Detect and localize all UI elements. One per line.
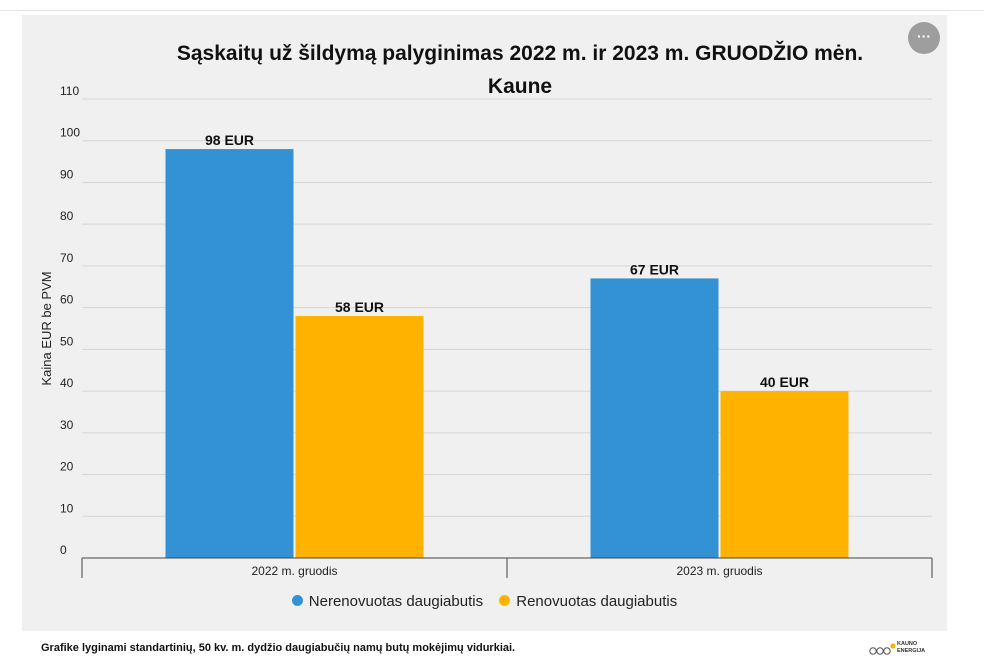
y-tick-label: 10 [60,501,74,515]
y-tick-label: 0 [60,543,67,557]
y-tick-label: 20 [60,460,74,474]
data-label: 98 EUR [205,132,254,148]
kauno-energija-logo: KAUNO ENERGIJA [868,641,930,657]
y-tick-label: 110 [60,84,79,98]
logo-line-1: KAUNO [897,641,918,647]
legend-swatch-series-1 [291,595,303,606]
x-category-label: 2022 m. gruodis [251,564,337,578]
chart-title: Sąskaitų už šildymą palyginimas 2022 m. … [176,42,864,98]
bar [165,149,294,558]
top-divider [0,10,984,11]
y-tick-label: 90 [60,167,74,181]
bar [720,391,849,558]
y-tick-label: 40 [60,376,74,390]
x-category-label: 2023 m. gruodis [676,564,762,578]
bar-chart: 0 10 20 30 40 50 60 70 80 90 100 110 Kaina EUR be PV… [39,84,933,578]
chart-panel: 0 10 20 30 40 50 60 70 80 90 100 110 Kaina EUR be PV… [22,15,947,631]
data-label: 58 EUR [335,299,384,315]
y-tick-label: 80 [60,209,74,223]
y-tick-label: 70 [60,251,74,265]
y-tick-label: 60 [60,293,74,307]
y-tick-label: 100 [60,126,80,140]
more-options-button[interactable]: ··· [908,22,940,54]
y-tick-label: 50 [60,334,74,348]
bar [590,278,719,558]
logo-line-2: ENERGIJA [897,647,926,654]
data-label: 67 EUR [630,261,679,277]
logo-text: KAUNO ENERGIJA [897,641,925,654]
legend-label-series-1: Nerenovuotas daugiabutis [308,593,484,610]
legend-item-series-1[interactable]: Nerenovuotas daugiabutis [291,593,484,610]
data-label: 40 EUR [760,374,809,390]
footnote: Grafike lyginami standartinių, 50 kv. m.… [41,642,516,654]
legend-item-series-2[interactable]: Renovuotas daugiabutis [499,593,677,610]
legend: Nerenovuotas daugiabutis Renovuotas daug… [22,593,947,610]
bar [295,315,424,558]
y-tick-label: 30 [60,418,74,432]
logo-circles-icon [869,643,896,655]
legend-swatch-series-2 [499,595,511,606]
legend-label-series-2: Renovuotas daugiabutis [516,593,678,610]
y-axis-title: Kaina EUR be PVM [39,271,54,385]
